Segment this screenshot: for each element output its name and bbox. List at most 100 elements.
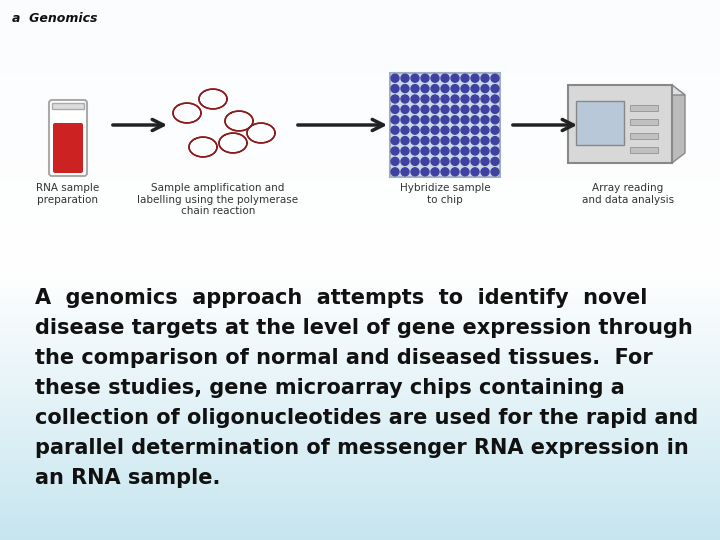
Text: disease targets at the level of gene expression through: disease targets at the level of gene exp… [35,318,693,338]
Circle shape [481,116,489,124]
Circle shape [401,74,409,82]
FancyBboxPatch shape [53,123,83,173]
Circle shape [461,116,469,124]
Circle shape [401,168,409,176]
Circle shape [481,74,489,82]
Circle shape [451,147,459,155]
Circle shape [391,74,399,82]
FancyBboxPatch shape [630,133,658,139]
Circle shape [481,85,489,92]
Circle shape [401,137,409,145]
Circle shape [411,116,419,124]
Circle shape [471,126,479,134]
Circle shape [421,95,429,103]
Circle shape [401,126,409,134]
FancyBboxPatch shape [390,73,500,177]
Circle shape [401,157,409,165]
Circle shape [401,85,409,92]
Circle shape [391,137,399,145]
Circle shape [411,74,419,82]
Circle shape [421,168,429,176]
Circle shape [451,137,459,145]
Text: collection of oligonucleotides are used for the rapid and: collection of oligonucleotides are used … [35,408,698,428]
Circle shape [421,85,429,92]
Polygon shape [672,85,685,163]
Text: an RNA sample.: an RNA sample. [35,468,220,488]
FancyBboxPatch shape [630,119,658,125]
Circle shape [441,85,449,92]
Circle shape [461,137,469,145]
Circle shape [461,105,469,113]
Circle shape [491,74,499,82]
Circle shape [431,95,439,103]
Polygon shape [568,85,685,95]
Circle shape [411,147,419,155]
Circle shape [461,85,469,92]
Circle shape [451,168,459,176]
Circle shape [491,137,499,145]
Circle shape [471,105,479,113]
Circle shape [451,105,459,113]
Circle shape [471,85,479,92]
Circle shape [471,137,479,145]
Circle shape [491,157,499,165]
Circle shape [491,85,499,92]
Circle shape [481,147,489,155]
Circle shape [421,157,429,165]
Circle shape [471,116,479,124]
Circle shape [441,157,449,165]
Circle shape [451,116,459,124]
Circle shape [391,95,399,103]
Circle shape [441,95,449,103]
FancyBboxPatch shape [0,0,720,270]
Text: a  Genomics: a Genomics [12,12,97,25]
Circle shape [391,157,399,165]
Circle shape [451,74,459,82]
Text: parallel determination of messenger RNA expression in: parallel determination of messenger RNA … [35,438,689,458]
Circle shape [391,105,399,113]
Circle shape [391,147,399,155]
Circle shape [481,137,489,145]
Circle shape [461,147,469,155]
Circle shape [491,116,499,124]
FancyBboxPatch shape [49,100,87,176]
Circle shape [431,74,439,82]
Circle shape [481,105,489,113]
Circle shape [431,168,439,176]
Circle shape [401,147,409,155]
Circle shape [481,168,489,176]
Circle shape [491,147,499,155]
Circle shape [431,157,439,165]
Circle shape [391,126,399,134]
Circle shape [491,126,499,134]
Circle shape [481,95,489,103]
Circle shape [441,116,449,124]
Circle shape [471,74,479,82]
Circle shape [491,105,499,113]
Circle shape [461,95,469,103]
Circle shape [441,105,449,113]
Circle shape [481,157,489,165]
Circle shape [421,105,429,113]
Circle shape [391,116,399,124]
Circle shape [461,74,469,82]
Circle shape [441,147,449,155]
FancyBboxPatch shape [568,85,672,163]
Circle shape [431,147,439,155]
Circle shape [491,95,499,103]
Circle shape [451,85,459,92]
Circle shape [451,157,459,165]
Circle shape [421,74,429,82]
Circle shape [421,147,429,155]
Circle shape [411,168,419,176]
Circle shape [471,168,479,176]
Circle shape [411,137,419,145]
Text: Sample amplification and
labelling using the polymerase
chain reaction: Sample amplification and labelling using… [138,183,299,216]
Text: Array reading
and data analysis: Array reading and data analysis [582,183,674,205]
Circle shape [391,168,399,176]
Circle shape [471,95,479,103]
Text: the comparison of normal and diseased tissues.  For: the comparison of normal and diseased ti… [35,348,653,368]
Circle shape [461,168,469,176]
Circle shape [411,157,419,165]
Circle shape [491,168,499,176]
